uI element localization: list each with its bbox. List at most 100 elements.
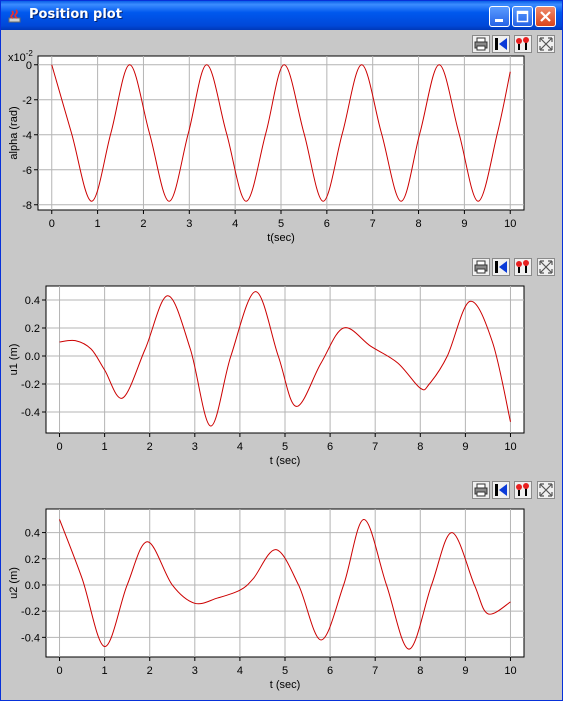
minimize-button[interactable] [489,6,510,27]
x-tick-label: 5 [282,441,288,453]
print-icon [474,483,488,497]
maximize-icon [516,10,529,23]
x-tick-label: 3 [186,218,192,230]
fill-icon [516,483,529,496]
close-icon [540,11,551,22]
y-tick-label: -0.4 [21,407,40,419]
series-line [59,291,511,427]
x-tick-label: 5 [278,218,284,230]
multiplier-exponent: -2 [26,49,34,58]
y-tick-label: -4 [22,130,32,142]
x-tick-label: 10 [504,665,516,677]
x-tick-label: 9 [461,218,467,230]
fill-button[interactable] [514,481,532,499]
y-tick-label: -2 [22,95,32,107]
x-tick-label: 0 [56,441,62,453]
y-tick-label: -6 [22,165,32,177]
x-tick-label: 6 [327,665,333,677]
y-tick-label: -0.4 [21,632,40,644]
print-button[interactable] [472,258,490,276]
fill-icon [516,37,529,50]
x-tick-label: 3 [192,441,198,453]
y-tick-label: 0.0 [25,580,40,592]
x-tick-label: 6 [324,218,330,230]
y-tick-label: 0.0 [25,351,40,363]
zoom-fit-button[interactable] [537,481,555,499]
x-tick-label: 9 [462,665,468,677]
zoom-fit-button[interactable] [537,258,555,276]
reset-axes-icon [495,484,507,496]
x-tick-label: 4 [237,441,243,453]
series-line [59,518,511,650]
fill-button[interactable] [514,35,532,53]
reset-axes-icon [495,38,507,50]
y-tick-label: 0.2 [25,323,40,335]
x-tick-label: 2 [147,665,153,677]
chart-0: 0 1 2 3 4 5 6 7 8 9 10 0 -2 -4 -6 -8 t(sec) alpha (rad) x1… [8,49,525,244]
x-axis-label: t(sec) [267,232,295,244]
zoom-fit-icon [539,260,553,274]
chart-1: 0 1 2 3 4 5 6 7 8 9 10 0.4 0.2 0.0 -0.2 -0.4 t (sec) u1 (… [8,285,525,467]
series-line [51,64,511,202]
x-tick-label: 10 [504,441,516,453]
x-tick-label: 9 [462,441,468,453]
close-button[interactable] [535,6,556,27]
x-tick-label: 4 [232,218,238,230]
alpha-plot-panel: 0 1 2 3 4 5 6 7 8 9 10 0 -2 -4 -6 -8 t(sec) alpha (rad) x1… [4,30,559,252]
chart-2: 0 1 2 3 4 5 6 7 8 9 10 0.4 0.2 0.0 -0.2 -0.4 t (sec) u2 (… [8,508,525,691]
x-tick-label: 7 [372,441,378,453]
fill-icon [516,260,529,273]
u1-plot-panel: 0 1 2 3 4 5 6 7 8 9 10 0.4 0.2 0.0 -0.2 -0.4 t (sec) u1 (… [4,253,559,475]
x-tick-label: 0 [56,665,62,677]
plot-area: 0 1 2 3 4 5 6 7 8 9 10 0 -2 -4 -6 -8 t(sec) alpha (rad) x1… [4,30,559,698]
x-tick-label: 4 [237,665,243,677]
y-tick-label: 0 [26,60,32,72]
x-tick-label: 1 [102,441,108,453]
minimize-icon [495,19,503,22]
reset-axes-button[interactable] [492,481,510,499]
multiplier-base: x10 [8,52,26,64]
x-tick-label: 0 [49,218,55,230]
axis-multiplier: x10-2 [8,49,33,64]
print-button[interactable] [472,35,490,53]
y-tick-label: -0.2 [21,606,40,618]
print-button[interactable] [472,481,490,499]
x-tick-label: 10 [504,218,516,230]
reset-axes-button[interactable] [492,35,510,53]
y-axis-label: u1 (m) [8,344,20,376]
x-tick-label: 6 [327,441,333,453]
u2-plot-panel: 0 1 2 3 4 5 6 7 8 9 10 0.4 0.2 0.0 -0.2 -0.4 t (sec) u2 (… [4,476,559,698]
y-axis-label: alpha (rad) [8,106,20,159]
x-axis-label: t (sec) [270,455,301,467]
zoom-fit-icon [539,483,553,497]
print-icon [474,260,488,274]
y-tick-label: 0.2 [25,554,40,566]
x-tick-label: 7 [372,665,378,677]
x-tick-label: 1 [95,218,101,230]
java-app-icon [8,9,21,23]
x-axis-label: t (sec) [270,679,301,691]
x-tick-label: 7 [370,218,376,230]
print-icon [474,37,488,51]
reset-axes-button[interactable] [492,258,510,276]
y-axis-label: u2 (m) [8,567,20,599]
y-tick-label: 0.4 [25,295,40,307]
maximize-button[interactable] [512,6,533,27]
x-tick-label: 3 [192,665,198,677]
zoom-fit-button[interactable] [537,35,555,53]
x-tick-label: 1 [102,665,108,677]
zoom-fit-icon [539,37,553,51]
x-tick-label: 8 [415,218,421,230]
x-tick-label: 8 [417,665,423,677]
x-tick-label: 5 [282,665,288,677]
y-tick-label: -0.2 [21,379,40,391]
reset-axes-icon [495,261,507,273]
y-tick-label: 0.4 [25,528,40,540]
title-bar[interactable]: Position plot [1,1,562,30]
window-title: Position plot [29,7,122,22]
fill-button[interactable] [514,258,532,276]
x-tick-label: 2 [140,218,146,230]
x-tick-label: 2 [147,441,153,453]
y-tick-label: -8 [22,200,32,212]
